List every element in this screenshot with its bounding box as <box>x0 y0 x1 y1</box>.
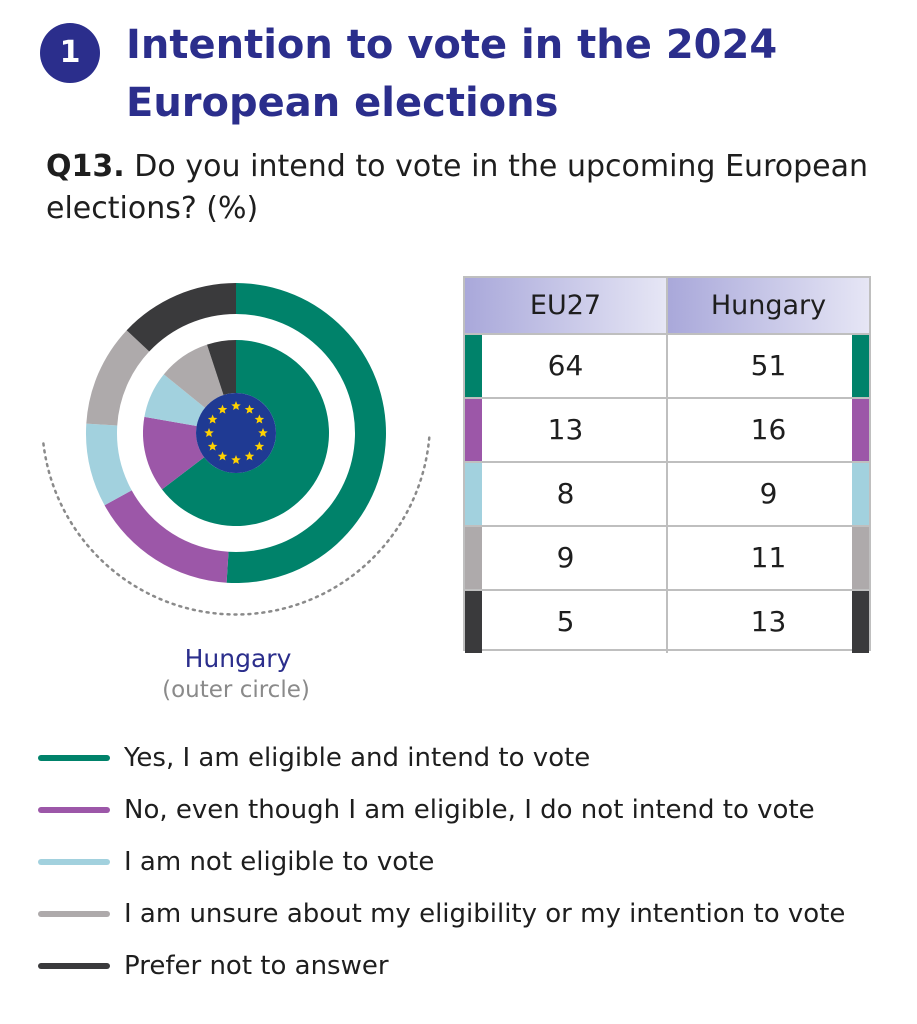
legend-item: Prefer not to answer <box>38 940 908 992</box>
table-row: 5 13 <box>465 589 869 653</box>
row-color-strip <box>852 399 869 461</box>
outer-ring-hungary <box>86 283 387 583</box>
question-text: Q13. Do you intend to vote in the upcomi… <box>46 146 868 230</box>
table-value: 16 <box>750 413 787 446</box>
eu27-slice-4 <box>163 344 224 408</box>
table-cell-hungary: 16 <box>666 399 869 461</box>
eu-star <box>207 414 218 424</box>
eu-star <box>217 451 228 461</box>
legend-item: I am not eligible to vote <box>38 836 908 888</box>
table-cell-hungary: 9 <box>666 463 869 525</box>
donut-chart: Hungary (outer circle) <box>42 283 431 703</box>
row-color-strip <box>465 527 482 589</box>
eu-star <box>258 428 268 438</box>
row-color-strip <box>465 591 482 653</box>
eu27-slice-3 <box>144 374 205 427</box>
legend-swatch <box>38 911 110 917</box>
table-cell-eu27: 64 <box>465 335 666 397</box>
legend-label: Yes, I am eligible and intend to vote <box>124 743 591 773</box>
table-value: 13 <box>547 413 584 446</box>
table-value: 11 <box>750 541 787 574</box>
page-title: Intention to vote in the 2024 European e… <box>126 22 778 126</box>
table-cell-hungary: 51 <box>666 335 869 397</box>
legend-label: Prefer not to answer <box>124 951 389 981</box>
eu-flag-icon <box>196 393 276 473</box>
hungary-slice-1 <box>226 283 387 583</box>
table-cell-hungary: 11 <box>666 527 869 589</box>
table-row: 64 51 <box>465 333 869 397</box>
table-header: EU27 Hungary <box>465 278 869 333</box>
row-color-strip <box>465 335 482 397</box>
table-value: 9 <box>759 477 778 510</box>
column-header-hungary: Hungary <box>666 278 869 333</box>
eu-star <box>231 455 241 465</box>
question-body: Do you intend to vote in the upcoming Eu… <box>46 149 868 226</box>
donut-label-note: (outer circle) <box>162 677 310 703</box>
table-cell-eu27: 8 <box>465 463 666 525</box>
section-number-badge: 1 <box>40 23 100 83</box>
eu27-slice-5 <box>206 340 236 395</box>
eu-star <box>204 428 214 438</box>
row-color-strip <box>852 335 869 397</box>
donut-label-country: Hungary <box>185 644 292 673</box>
legend-swatch <box>38 963 110 969</box>
eu-stars <box>204 401 268 465</box>
row-color-strip <box>465 463 482 525</box>
data-table: EU27 Hungary 64 51 13 16 8 9 9 11 5 13 <box>463 276 871 653</box>
row-color-strip <box>852 527 869 589</box>
table-cell-eu27: 13 <box>465 399 666 461</box>
hungary-slice-4 <box>86 330 150 426</box>
table-cell-eu27: 9 <box>465 527 666 589</box>
legend-label: No, even though I am eligible, I do not … <box>124 795 815 825</box>
eu-star <box>217 404 228 414</box>
table-value: 64 <box>547 349 584 382</box>
legend-swatch <box>38 755 110 761</box>
eu-star <box>244 451 255 461</box>
eu27-slice-1 <box>161 340 330 526</box>
legend-item: Yes, I am eligible and intend to vote <box>38 732 908 784</box>
table-value: 5 <box>556 605 575 638</box>
legend: Yes, I am eligible and intend to vote No,… <box>38 732 908 992</box>
hungary-slice-3 <box>86 423 132 506</box>
eu-star <box>244 404 255 414</box>
table-value: 8 <box>556 477 575 510</box>
table-value: 13 <box>750 605 787 638</box>
legend-swatch <box>38 807 110 813</box>
eu-star <box>254 441 265 451</box>
legend-swatch <box>38 859 110 865</box>
hungary-slice-2 <box>104 490 229 583</box>
table-cell-eu27: 5 <box>465 591 666 653</box>
legend-label: I am not eligible to vote <box>124 847 435 877</box>
legend-item: I am unsure about my eligibility or my i… <box>38 888 908 940</box>
legend-item: No, even though I am eligible, I do not … <box>38 784 908 836</box>
table-row: 13 16 <box>465 397 869 461</box>
question-number: Q13. <box>46 149 125 184</box>
legend-label: I am unsure about my eligibility or my i… <box>124 899 846 929</box>
eu-star <box>207 441 218 451</box>
table-row: 9 11 <box>465 525 869 589</box>
outer-circle-indicator <box>42 436 431 616</box>
eu-star <box>231 401 241 411</box>
hungary-slice-5 <box>126 283 236 352</box>
eu-star <box>254 414 265 424</box>
column-header-eu27: EU27 <box>465 278 666 333</box>
table-value: 9 <box>556 541 575 574</box>
row-color-strip <box>852 591 869 653</box>
row-color-strip <box>465 399 482 461</box>
eu27-slice-2 <box>142 416 205 490</box>
table-cell-hungary: 13 <box>666 591 869 653</box>
inner-ring-eu27 <box>142 340 330 526</box>
row-color-strip <box>852 463 869 525</box>
table-value: 51 <box>750 349 787 382</box>
